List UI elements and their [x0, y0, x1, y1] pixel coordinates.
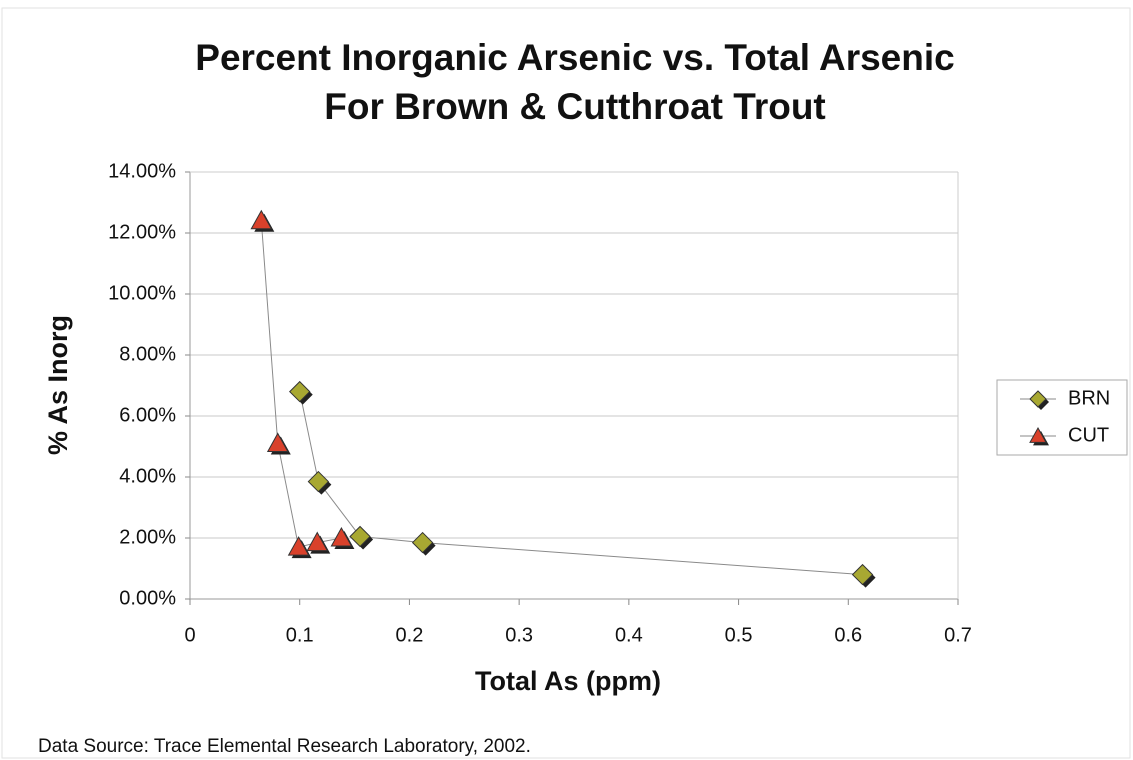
x-axis-label: Total As (ppm) [475, 666, 661, 696]
diamond-marker [289, 380, 313, 405]
series-line [299, 391, 863, 576]
y-tick-label: 8.00% [119, 343, 176, 365]
diamond-marker [1029, 390, 1049, 410]
source-note: Data Source: Trace Elemental Research La… [38, 736, 531, 757]
x-tick-label: 0.4 [615, 624, 643, 646]
y-tick-label: 6.00% [119, 404, 176, 426]
page-border [1, 7, 1131, 759]
legend-label: BRN [1068, 387, 1110, 409]
chart-subtitle: For Brown & Cutthroat Trout [324, 86, 826, 127]
triangle-marker [266, 432, 291, 455]
chart-title: Percent Inorganic Arsenic vs. Total Arse… [195, 37, 954, 78]
y-tick-label: 0.00% [119, 587, 176, 609]
x-tick-label: 0.7 [944, 624, 972, 646]
marker-face [411, 531, 434, 554]
x-tick-label: 0.2 [396, 624, 424, 646]
x-tick-label: 0.6 [834, 624, 862, 646]
y-axis-label: % As Inorg [43, 315, 73, 455]
marker-face [306, 531, 329, 552]
marker-face [851, 563, 874, 586]
diamond-marker [411, 531, 436, 556]
triangle-marker [250, 209, 275, 232]
marker-face [266, 432, 289, 452]
y-tick-label: 10.00% [108, 282, 176, 304]
diamond-marker [307, 470, 332, 495]
marker-face [250, 209, 273, 230]
y-tick-label: 12.00% [108, 221, 176, 243]
x-tick-label: 0.1 [286, 624, 314, 646]
marker-face [289, 380, 311, 403]
y-tick-label: 4.00% [119, 465, 176, 487]
y-tick-label: 2.00% [119, 526, 176, 548]
diamond-marker [349, 525, 374, 550]
marker-face [1029, 426, 1047, 443]
x-tick-label: 0.5 [725, 624, 753, 646]
diamond-marker [851, 563, 876, 588]
triangle-marker [330, 526, 355, 549]
marker-face [307, 470, 330, 493]
x-tick-label: 0.3 [505, 624, 533, 646]
x-tick-label: 0 [184, 624, 195, 646]
legend-label: CUT [1068, 424, 1109, 446]
triangle-marker [1029, 426, 1049, 446]
marker-face [349, 525, 371, 548]
marker-face [330, 526, 353, 547]
y-tick-label: 14.00% [108, 160, 176, 182]
triangle-marker [306, 531, 331, 554]
marker-face [287, 536, 310, 556]
triangle-marker [287, 536, 312, 559]
marker-face [1029, 390, 1047, 408]
legend-box [996, 379, 1128, 456]
